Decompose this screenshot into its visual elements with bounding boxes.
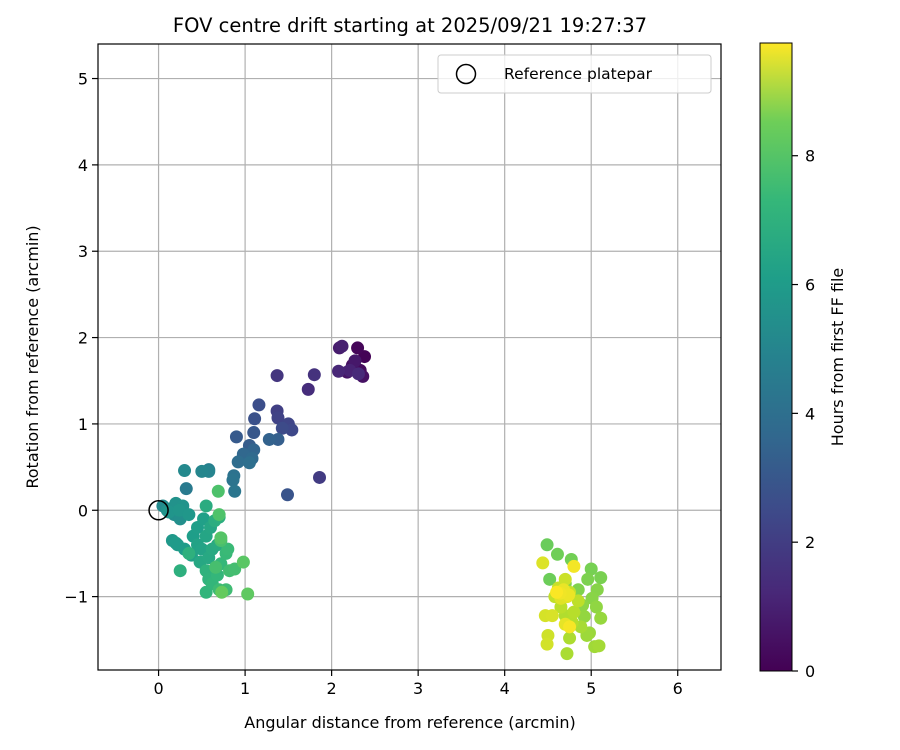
y-tick-label: 3: [78, 242, 88, 261]
scatter-point: [215, 585, 229, 599]
scatter-point: [242, 456, 256, 470]
scatter-point: [307, 368, 321, 382]
scatter-point: [197, 512, 211, 526]
data-points: [156, 339, 608, 661]
scatter-point: [351, 367, 365, 381]
scatter-point: [332, 364, 346, 378]
x-tick-label: 6: [673, 679, 683, 698]
legend: Reference platepar: [437, 54, 712, 94]
scatter-point: [589, 600, 603, 614]
scatter-point: [335, 339, 349, 353]
chart-title: FOV centre drift starting at 2025/09/21 …: [173, 14, 647, 37]
scatter-point: [540, 538, 554, 552]
reference-marker-group: [148, 500, 169, 521]
colorbar-tick-label: 0: [805, 662, 815, 681]
scatter-point: [209, 560, 223, 574]
colorbar-tick-label: 4: [805, 404, 815, 423]
scatter-point: [211, 484, 225, 498]
scatter-point: [571, 594, 585, 608]
scatter-point: [540, 637, 554, 651]
scatter-point: [231, 455, 245, 469]
y-tick-label: 2: [78, 329, 88, 348]
y-axis-ticks: −1 0 1 2 3 4 5: [64, 70, 98, 607]
scatter-point: [247, 426, 261, 440]
reference-platepar-marker: [148, 500, 169, 521]
scatter-point: [301, 382, 315, 396]
scatter-point: [567, 559, 581, 573]
colorbar: 0 2 4 6 8 Hours from first FF file: [759, 42, 847, 681]
scatter-point: [351, 341, 365, 355]
scatter-point: [545, 609, 559, 623]
scatter-point: [560, 647, 574, 661]
x-tick-label: 1: [240, 679, 250, 698]
scatter-point: [228, 562, 242, 576]
scatter-point: [563, 631, 577, 645]
scatter-point: [262, 432, 276, 446]
scatter-point: [558, 572, 572, 586]
colorbar-ticks: 0 2 4 6 8: [792, 147, 815, 681]
y-tick-label: 5: [78, 70, 88, 89]
scatter-point: [214, 531, 228, 545]
scatter-point: [173, 564, 187, 578]
y-tick-label: −1: [64, 588, 88, 607]
scatter-point: [550, 585, 564, 599]
y-tick-label: 1: [78, 415, 88, 434]
scatter-point: [236, 555, 250, 569]
scatter-point: [581, 572, 595, 586]
scatter-point: [550, 547, 564, 561]
scatter-point: [594, 611, 608, 625]
scatter-point: [252, 398, 266, 412]
scatter-point: [195, 542, 209, 556]
y-tick-label: 4: [78, 156, 88, 175]
scatter-point: [248, 412, 262, 426]
scatter-point: [348, 354, 362, 368]
x-tick-label: 2: [327, 679, 337, 698]
scatter-point: [199, 499, 213, 513]
scatter-point: [280, 488, 294, 502]
legend-label: Reference platepar: [504, 65, 653, 83]
scatter-point: [241, 587, 255, 601]
scatter-point: [212, 508, 226, 522]
colorbar-tick-label: 2: [805, 533, 815, 552]
legend-marker: [455, 63, 477, 85]
scatter-point: [536, 556, 550, 570]
scatter-point: [178, 464, 192, 478]
x-tick-label: 0: [153, 679, 163, 698]
x-axis-ticks: 0 1 2 3 4 5 6: [153, 670, 683, 698]
x-axis-label: Angular distance from reference (arcmin): [244, 713, 575, 732]
colorbar-tick-label: 6: [805, 276, 815, 295]
scatter-point: [229, 430, 243, 444]
legend-box: [437, 54, 712, 94]
x-tick-label: 3: [413, 679, 423, 698]
scatter-point: [221, 542, 235, 556]
scatter-point: [577, 609, 591, 623]
scatter-point: [271, 411, 285, 425]
scatter-point: [179, 482, 193, 496]
scatter-point: [563, 620, 577, 634]
scatter-point: [270, 369, 284, 383]
x-tick-label: 4: [500, 679, 510, 698]
y-tick-label: 0: [78, 501, 88, 520]
x-tick-label: 5: [586, 679, 596, 698]
scatter-point: [313, 470, 327, 484]
scatter-point: [226, 473, 240, 487]
scatter-point: [162, 505, 176, 519]
scatter-point: [275, 421, 289, 435]
colorbar-tick-label: 8: [805, 147, 815, 166]
scatter-point: [182, 546, 196, 560]
colorbar-gradient: [759, 42, 793, 672]
colorbar-label: Hours from first FF file: [828, 268, 847, 447]
scatter-point: [543, 572, 557, 586]
scatter-point: [584, 562, 598, 576]
scatter-point: [592, 639, 606, 653]
y-axis-label: Rotation from reference (arcmin): [23, 225, 42, 488]
grid: [98, 44, 721, 670]
scatter-point: [567, 605, 581, 619]
scatter-point: [228, 484, 242, 498]
scatter-point: [594, 571, 608, 585]
scatter-point: [182, 508, 196, 522]
plot-frame: [97, 43, 722, 671]
scatter-point: [195, 464, 209, 478]
